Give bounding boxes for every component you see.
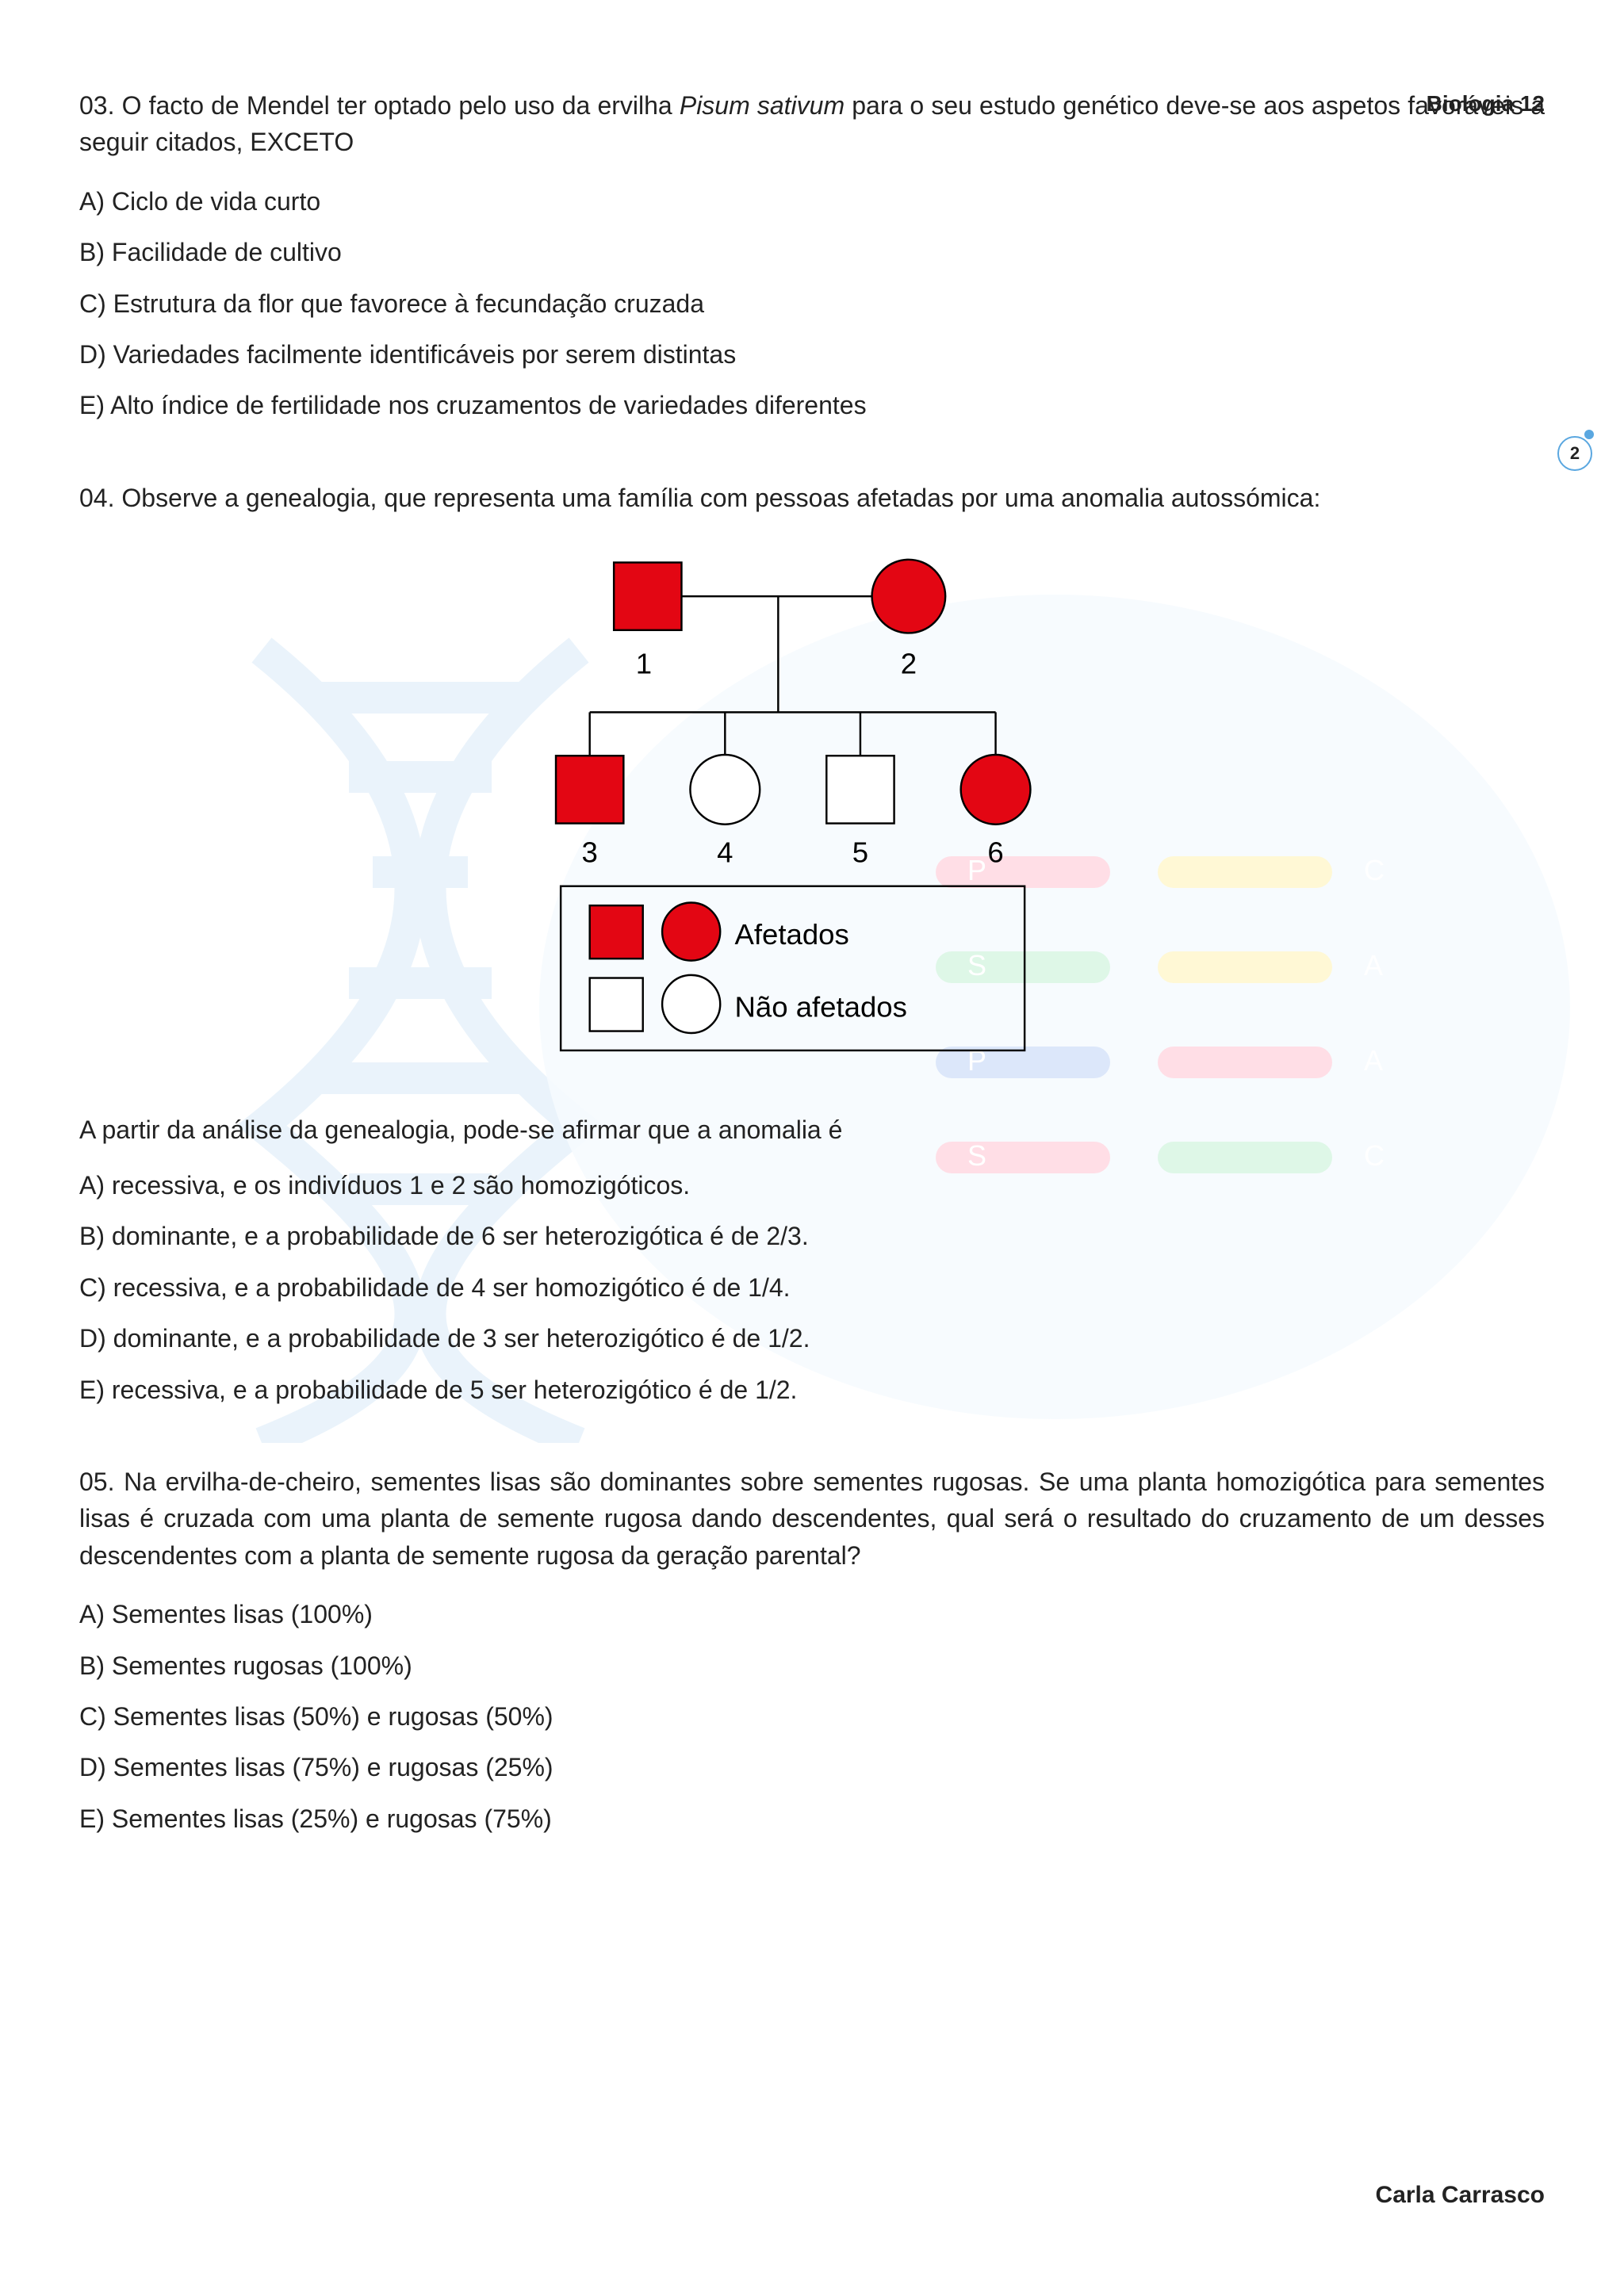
- q4-option-a: A) recessiva, e os indivíduos 1 e 2 são …: [79, 1167, 1545, 1203]
- footer-author: Carla Carrasco: [1376, 2182, 1545, 2209]
- q3-italic: Pisum sativum: [680, 91, 845, 120]
- pedigree-label-4: 4: [717, 836, 733, 868]
- page-number-badge: 2: [1557, 436, 1592, 471]
- legend-affected-square-icon: [590, 905, 643, 959]
- legend-unaffected-square-icon: [590, 978, 643, 1031]
- pedigree-label-6: 6: [987, 836, 1003, 868]
- q3-number: 03.: [79, 91, 114, 120]
- pedigree-node-1: [614, 563, 681, 630]
- q5-option-e: E) Sementes lisas (25%) e rugosas (75%): [79, 1800, 1545, 1837]
- q5-option-d: D) Sementes lisas (75%) e rugosas (25%): [79, 1749, 1545, 1785]
- legend-affected-circle-icon: [662, 903, 720, 961]
- q4-option-e: E) recessiva, e a probabilidade de 5 ser…: [79, 1372, 1545, 1408]
- q3-option-a: A) Ciclo de vida curto: [79, 183, 1545, 220]
- q4-number: 04.: [79, 484, 114, 512]
- pedigree-node-3: [556, 756, 623, 823]
- page-number: 2: [1570, 443, 1580, 464]
- question-4: 04. Observe a genealogia, que representa…: [79, 480, 1545, 1408]
- pedigree-node-5: [826, 756, 894, 823]
- pedigree-label-2: 2: [901, 648, 917, 680]
- pedigree-label-3: 3: [582, 836, 598, 868]
- q4-followup: A partir da análise da genealogia, pode-…: [79, 1112, 1545, 1148]
- q5-number: 05.: [79, 1468, 114, 1496]
- pedigree-svg: 1 2 3 4 5 6 Afetados: [503, 538, 1121, 1080]
- question-3-text: 03. O facto de Mendel ter optado pelo us…: [79, 87, 1545, 161]
- q4-option-b: B) dominante, e a probabilidade de 6 ser…: [79, 1218, 1545, 1254]
- q4-option-c: C) recessiva, e a probabilidade de 4 ser…: [79, 1269, 1545, 1306]
- q3-option-b: B) Facilidade de cultivo: [79, 234, 1545, 270]
- pedigree-label-5: 5: [852, 836, 868, 868]
- q3-option-d: D) Variedades facilmente identificáveis …: [79, 336, 1545, 373]
- pedigree-node-4: [690, 755, 760, 825]
- q4-text: Observe a genealogia, que representa uma…: [121, 484, 1320, 512]
- q5-option-a: A) Sementes lisas (100%): [79, 1596, 1545, 1632]
- q4-option-d: D) dominante, e a probabilidade de 3 ser…: [79, 1320, 1545, 1357]
- question-4-text: 04. Observe a genealogia, que representa…: [79, 480, 1545, 516]
- pedigree-node-6: [961, 755, 1031, 825]
- q5-option-b: B) Sementes rugosas (100%): [79, 1647, 1545, 1684]
- q3-option-c: C) Estrutura da flor que favorece à fecu…: [79, 285, 1545, 322]
- question-3: 03. O facto de Mendel ter optado pelo us…: [79, 87, 1545, 424]
- question-5: 05. Na ervilha-de-cheiro, sementes lisas…: [79, 1464, 1545, 1837]
- q5-option-c: C) Sementes lisas (50%) e rugosas (50%): [79, 1698, 1545, 1735]
- question-5-text: 05. Na ervilha-de-cheiro, sementes lisas…: [79, 1464, 1545, 1574]
- q3-option-e: E) Alto índice de fertilidade nos cruzam…: [79, 387, 1545, 423]
- pedigree-node-2: [872, 560, 946, 633]
- q3-text-before: O facto de Mendel ter optado pelo uso da…: [122, 91, 680, 120]
- q5-text: Na ervilha-de-cheiro, sementes lisas são…: [79, 1468, 1545, 1570]
- pedigree-diagram: 1 2 3 4 5 6 Afetados: [79, 538, 1545, 1080]
- legend-affected-label: Afetados: [735, 918, 849, 951]
- legend-unaffected-label: Não afetados: [735, 990, 907, 1023]
- legend-unaffected-circle-icon: [662, 975, 720, 1033]
- pedigree-label-1: 1: [636, 648, 652, 680]
